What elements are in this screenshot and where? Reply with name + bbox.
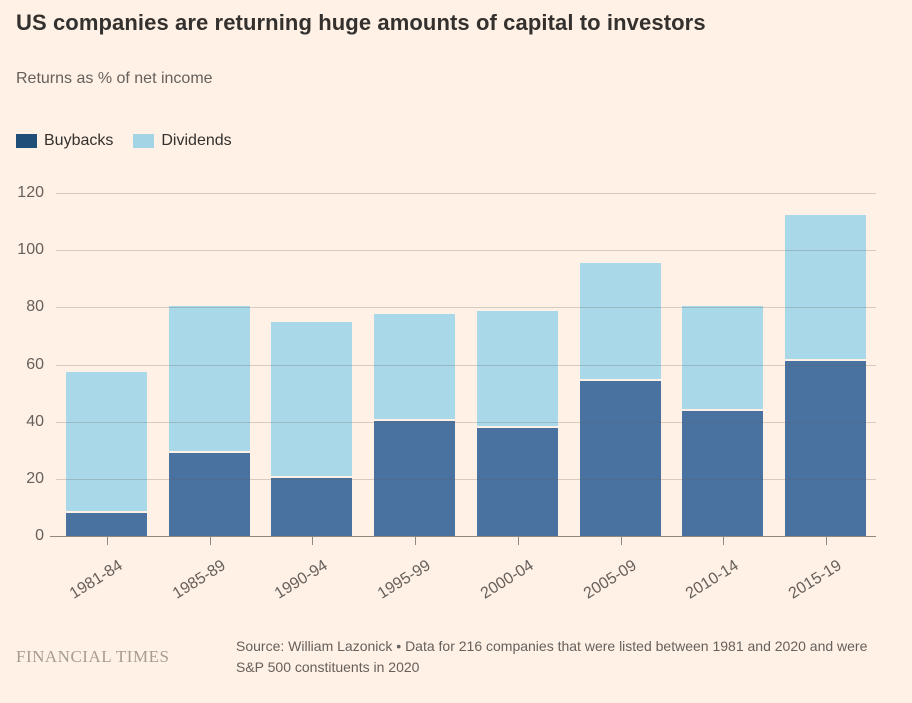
legend-swatch-dividends [133,134,155,148]
x-tick-mark-1990-94 [311,537,313,545]
bar-1995-99 [374,194,456,537]
chart-title: US companies are returning huge amounts … [16,10,706,35]
y-tick-label-60: 60 [26,355,44,373]
bar-2005-09 [579,194,661,537]
source-note: Source: William Lazonick • Data for 216 … [236,638,868,675]
chart-subtitle: Returns as % of net income [16,70,213,87]
bar-1990-94 [271,194,353,537]
gridline-120 [56,193,876,194]
bar-1990-94-dividends-segment [271,322,353,477]
bars-container [56,194,876,537]
bar-1995-99-dividends-segment [374,313,456,420]
gridline-20 [56,478,876,480]
y-tick-label-80: 80 [26,298,44,316]
legend: Buybacks Dividends [16,132,232,150]
plot-area: 0 20 40 60 80 100 120 1981-84 1985-89 1990-94 1995… [17,185,876,603]
y-tick-label-100: 100 [17,241,44,259]
bar-2015-19 [784,194,866,537]
x-tick-mark-1985-89 [209,537,211,545]
bar-2000-04 [476,194,558,537]
bar-2005-09-buybacks-segment [579,381,661,537]
x-tick-mark-2015-19 [825,537,827,545]
x-tick-label-1985-89: 1985-89 [169,557,229,603]
bar-2010-14-dividends-segment [682,306,764,410]
legend-item-dividends: Dividends [133,132,232,150]
bar-2000-04-buybacks-segment [476,428,558,537]
x-axis-line [50,536,876,537]
x-tick-label-1995-99: 1995-99 [374,557,434,603]
x-tick-mark-2010-14 [722,537,724,545]
x-tick-label-2005-09: 2005-09 [580,557,640,603]
bar-2005-09-dividends-segment [579,263,661,380]
bar-1985-89-buybacks-segment [168,452,250,537]
x-tick-mark-2000-04 [517,537,519,545]
gridline-60 [56,364,876,366]
x-tick-label-1990-94: 1990-94 [271,557,331,603]
bar-2010-14 [682,194,764,537]
bar-1985-89 [168,194,250,537]
bar-1985-89-dividends-segment [168,306,250,451]
legend-label-dividends: Dividends [161,132,232,149]
x-tick-mark-1995-99 [414,537,416,545]
legend-item-buybacks: Buybacks [16,132,113,150]
y-tick-label-40: 40 [26,412,44,430]
y-tick-label-120: 120 [17,184,44,201]
x-tick-label-2010-14: 2010-14 [682,557,742,603]
y-tick-label-20: 20 [26,469,44,487]
bar-1981-84-dividends-segment [66,372,147,511]
gridline-80 [56,307,876,309]
footer: FINANCIAL TIMES Source: William Lazonick… [16,636,896,678]
bar-2015-19-buybacks-segment [784,361,866,537]
bar-1981-84-buybacks-segment [66,512,147,537]
x-tick-label-1981-84: 1981-84 [66,557,126,603]
gridline-40 [56,421,876,423]
legend-swatch-buybacks [16,134,37,148]
bar-1981-84 [66,194,147,537]
x-tick-mark-2005-09 [620,537,622,545]
bar-2000-04-dividends-segment [476,310,558,427]
x-tick-label-2000-04: 2000-04 [477,557,537,603]
bar-2010-14-buybacks-segment [682,411,764,537]
bar-1995-99-buybacks-segment [374,421,456,537]
x-tick-label-2015-19: 2015-19 [785,557,845,603]
bar-1990-94-buybacks-segment [271,478,353,537]
bar-2015-19-dividends-segment [784,214,866,360]
legend-label-buybacks: Buybacks [44,132,114,149]
y-tick-label-0: 0 [35,527,44,544]
x-tick-mark-1981-84 [106,537,108,545]
ft-brand-logo: FINANCIAL TIMES [16,647,170,666]
gridline-100 [56,250,876,252]
